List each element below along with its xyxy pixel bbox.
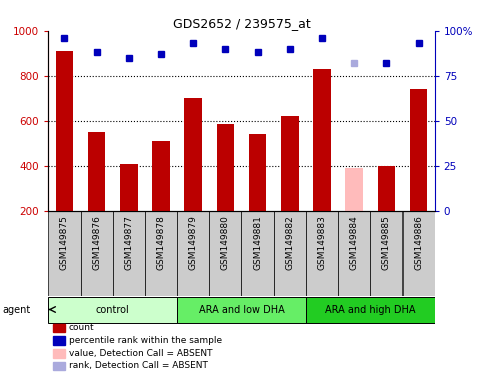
Text: GSM149880: GSM149880	[221, 215, 230, 270]
Bar	[216, 124, 234, 211]
Bar	[402, 211, 435, 296]
Bar	[56, 51, 73, 211]
Text: rank, Detection Call = ABSENT: rank, Detection Call = ABSENT	[69, 361, 208, 371]
Text: GSM149877: GSM149877	[124, 215, 133, 270]
Bar	[209, 211, 242, 296]
Text: value, Detection Call = ABSENT: value, Detection Call = ABSENT	[69, 349, 212, 358]
Text: GSM149881: GSM149881	[253, 215, 262, 270]
Bar	[177, 297, 306, 323]
Text: percentile rank within the sample: percentile rank within the sample	[69, 336, 222, 345]
Text: GSM149884: GSM149884	[350, 215, 359, 270]
Text: agent: agent	[2, 305, 30, 315]
Bar	[242, 211, 274, 296]
Text: GSM149883: GSM149883	[317, 215, 327, 270]
Bar	[177, 211, 209, 296]
Text: GSM149876: GSM149876	[92, 215, 101, 270]
Bar	[48, 297, 177, 323]
Text: GSM149882: GSM149882	[285, 215, 294, 270]
Bar	[281, 116, 298, 211]
Text: control: control	[96, 305, 129, 314]
Bar	[113, 211, 145, 296]
Title: GDS2652 / 239575_at: GDS2652 / 239575_at	[172, 17, 311, 30]
Text: GSM149875: GSM149875	[60, 215, 69, 270]
Bar	[145, 211, 177, 296]
Bar	[81, 211, 113, 296]
Text: GSM149886: GSM149886	[414, 215, 423, 270]
Bar	[338, 211, 370, 296]
Bar	[378, 166, 395, 211]
Text: GSM149879: GSM149879	[189, 215, 198, 270]
Bar	[345, 168, 363, 211]
Text: ARA and high DHA: ARA and high DHA	[325, 305, 415, 314]
Text: count: count	[69, 323, 94, 333]
Bar	[48, 211, 81, 296]
Bar	[274, 211, 306, 296]
Text: ARA and low DHA: ARA and low DHA	[199, 305, 284, 314]
Bar	[249, 134, 267, 211]
Text: GSM149885: GSM149885	[382, 215, 391, 270]
Text: GSM149878: GSM149878	[156, 215, 166, 270]
Bar	[370, 211, 402, 296]
Bar	[410, 89, 427, 211]
Bar	[152, 141, 170, 211]
Bar	[306, 297, 435, 323]
Bar	[306, 211, 338, 296]
Bar	[313, 69, 331, 211]
Bar	[88, 132, 105, 211]
Bar	[120, 164, 138, 211]
Bar	[185, 98, 202, 211]
